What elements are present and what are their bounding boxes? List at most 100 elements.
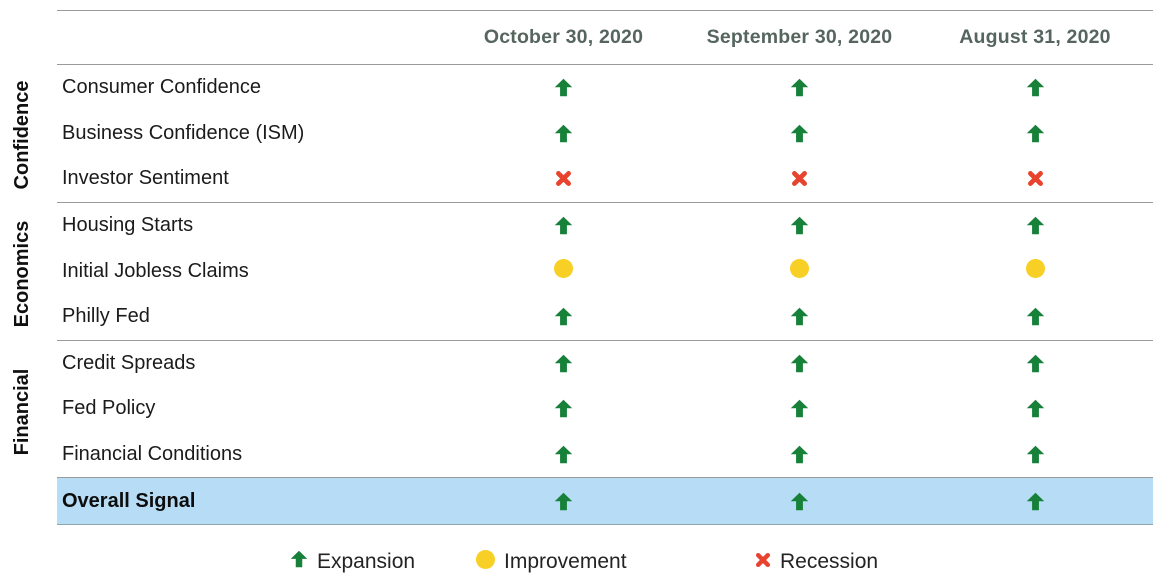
expansion-arrow-icon bbox=[554, 445, 573, 464]
signal-cell bbox=[917, 445, 1153, 464]
table-row: Consumer Confidence bbox=[57, 65, 1153, 111]
row-group: Housing Starts Initial Jobless Claims Phil… bbox=[57, 203, 1153, 341]
signal-cell bbox=[682, 259, 917, 283]
legend-label: Improvement bbox=[504, 550, 627, 573]
expansion-arrow-icon bbox=[790, 445, 809, 464]
signal-cell bbox=[682, 445, 917, 464]
legend-item: Recession bbox=[755, 547, 878, 577]
signal-cell bbox=[917, 307, 1153, 326]
indicator-label: Consumer Confidence bbox=[62, 76, 261, 99]
signal-cell bbox=[445, 259, 682, 283]
legend-item: Expansion bbox=[290, 547, 415, 577]
expansion-arrow-icon bbox=[554, 354, 573, 373]
expansion-arrow-icon bbox=[554, 399, 573, 418]
expansion-arrow-icon bbox=[790, 78, 809, 97]
signal-cell bbox=[445, 124, 682, 143]
recession-x-icon bbox=[1027, 170, 1044, 187]
row-group-label: Economics bbox=[10, 220, 33, 327]
signal-cell bbox=[682, 307, 917, 326]
indicator-label: Philly Fed bbox=[62, 305, 150, 328]
expansion-arrow-icon bbox=[1026, 124, 1045, 143]
signal-cell bbox=[682, 124, 917, 143]
recession-x-icon bbox=[555, 170, 572, 187]
signal-cell bbox=[445, 216, 682, 235]
column-header: August 31, 2020 bbox=[959, 26, 1111, 48]
indicator-label: Business Confidence (ISM) bbox=[62, 121, 305, 144]
row-group-label: Confidence bbox=[10, 80, 33, 190]
indicator-label: Housing Starts bbox=[62, 214, 194, 237]
column-header: October 30, 2020 bbox=[483, 26, 644, 48]
signal-cell bbox=[917, 354, 1153, 373]
signal-cell bbox=[917, 78, 1153, 97]
overall-signal-label: Overall Signal bbox=[62, 489, 196, 512]
signal-cell bbox=[445, 354, 682, 373]
table-row: Philly Fed bbox=[57, 294, 1153, 340]
table-row: Initial Jobless Claims bbox=[57, 248, 1153, 294]
signal-cell bbox=[445, 307, 682, 326]
signal-cell bbox=[917, 216, 1153, 235]
expansion-arrow-icon bbox=[554, 492, 573, 511]
expansion-arrow-icon bbox=[790, 399, 809, 418]
signal-cell bbox=[682, 170, 917, 187]
signal-cell bbox=[682, 492, 917, 511]
table-row: Investor Sentiment bbox=[57, 156, 1153, 202]
signal-cell bbox=[917, 170, 1153, 187]
row-group: Credit Spreads Fed Policy Financial Condit… bbox=[57, 341, 1153, 479]
table-row: Credit Spreads bbox=[57, 341, 1153, 387]
expansion-arrow-icon bbox=[290, 550, 308, 574]
indicator-label: Initial Jobless Claims bbox=[62, 259, 249, 282]
indicator-label: Fed Policy bbox=[62, 397, 156, 420]
expansion-arrow-icon bbox=[1026, 399, 1045, 418]
indicator-label: Credit Spreads bbox=[62, 351, 196, 374]
expansion-arrow-icon bbox=[790, 124, 809, 143]
legend-label: Expansion bbox=[317, 550, 416, 573]
table-row: Fed Policy bbox=[57, 386, 1153, 432]
row-group-label: Financial bbox=[10, 368, 33, 456]
recession-x-icon bbox=[791, 170, 808, 187]
indicator-label: Investor Sentiment bbox=[62, 167, 229, 190]
expansion-arrow-icon bbox=[1026, 445, 1045, 464]
expansion-arrow-icon bbox=[554, 124, 573, 143]
row-group: Consumer Confidence Business Confidence (… bbox=[57, 65, 1153, 203]
table-header-row: October 30, 2020 September 30, 2020 August… bbox=[57, 10, 1153, 65]
improvement-dot-icon bbox=[1025, 259, 1045, 283]
overall-signal-row: Overall Signal bbox=[57, 478, 1153, 526]
expansion-arrow-icon bbox=[1026, 307, 1045, 326]
signal-cell bbox=[682, 78, 917, 97]
expansion-arrow-icon bbox=[554, 307, 573, 326]
table-body: Consumer Confidence Business Confidence (… bbox=[57, 65, 1153, 479]
signal-cell bbox=[682, 354, 917, 373]
signal-cell bbox=[917, 399, 1153, 418]
expansion-arrow-icon bbox=[1026, 216, 1045, 235]
recession-x-icon bbox=[755, 550, 771, 574]
signal-cell bbox=[917, 124, 1153, 143]
signal-cell bbox=[445, 170, 682, 187]
table-row: Business Confidence (ISM) bbox=[57, 111, 1153, 157]
signal-cell bbox=[445, 399, 682, 418]
expansion-arrow-icon bbox=[790, 216, 809, 235]
signal-cell bbox=[917, 259, 1153, 283]
signal-cell bbox=[445, 78, 682, 97]
improvement-dot-icon bbox=[790, 259, 809, 283]
signal-cell bbox=[445, 492, 682, 511]
expansion-arrow-icon bbox=[1026, 492, 1045, 511]
signal-cell bbox=[445, 445, 682, 464]
legend-label: Recession bbox=[780, 550, 879, 573]
table-row: Financial Conditions bbox=[57, 432, 1153, 478]
table-row: Housing Starts bbox=[57, 203, 1153, 249]
expansion-arrow-icon bbox=[1026, 78, 1045, 97]
expansion-arrow-icon bbox=[790, 354, 809, 373]
expansion-arrow-icon bbox=[790, 492, 809, 511]
signal-table: October 30, 2020 September 30, 2020 August… bbox=[57, 0, 1153, 526]
legend-item: Improvement bbox=[476, 547, 627, 577]
column-header: September 30, 2020 bbox=[706, 26, 893, 48]
signal-cell bbox=[682, 399, 917, 418]
improvement-dot-icon bbox=[476, 549, 495, 575]
expansion-arrow-icon bbox=[554, 78, 573, 97]
expansion-arrow-icon bbox=[1026, 354, 1045, 373]
signal-cell bbox=[682, 216, 917, 235]
expansion-arrow-icon bbox=[790, 307, 809, 326]
indicator-label: Financial Conditions bbox=[62, 443, 243, 466]
expansion-arrow-icon bbox=[554, 216, 573, 235]
